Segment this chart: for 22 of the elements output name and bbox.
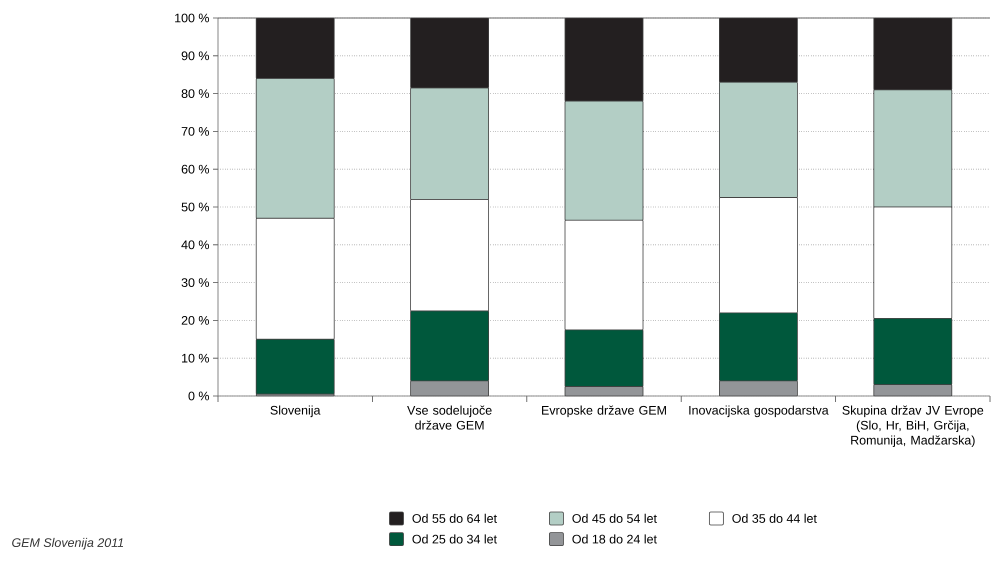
y-tick-label: 90 % bbox=[182, 51, 210, 60]
y-tick-label: 100 % bbox=[175, 14, 210, 22]
y-tick-label: 50 % bbox=[182, 202, 210, 212]
x-tick-label: Vse sodelujoče države GEM bbox=[407, 406, 492, 430]
legend-label: Od 25 do 34 let bbox=[412, 534, 497, 544]
text: GEM Slovenija 2011 bbox=[12, 538, 124, 550]
legend-label: Od 45 do 54 let bbox=[572, 514, 657, 523]
y-tick-label: 80 % bbox=[182, 89, 210, 98]
y-tick-label: 20 % bbox=[182, 316, 210, 325]
y-tick-label: 30 % bbox=[182, 278, 210, 288]
legend-label: Od 55 do 64 let bbox=[412, 514, 497, 523]
y-tick-label: 10 % bbox=[182, 354, 210, 363]
x-tick-label: Slovenija bbox=[270, 406, 320, 418]
y-tick-label: 40 % bbox=[181, 240, 210, 250]
legend-label: Od 18 do 24 let bbox=[572, 534, 657, 544]
x-tick-label: Inovacijska gospodarstva bbox=[689, 406, 829, 418]
x-tick-label: Evropske države GEM bbox=[542, 406, 666, 418]
y-tick-label: 0 % bbox=[188, 392, 210, 400]
y-tick-label: 70 % bbox=[182, 126, 210, 136]
x-tick-label: Skupina držav JV Evrope (Slo, Hr, BiH, Grčija, Romunija, Madžarska) bbox=[842, 406, 984, 448]
legend-label: Od 35 do 44 let bbox=[732, 514, 817, 523]
y-tick-label: 60 % bbox=[182, 164, 210, 174]
